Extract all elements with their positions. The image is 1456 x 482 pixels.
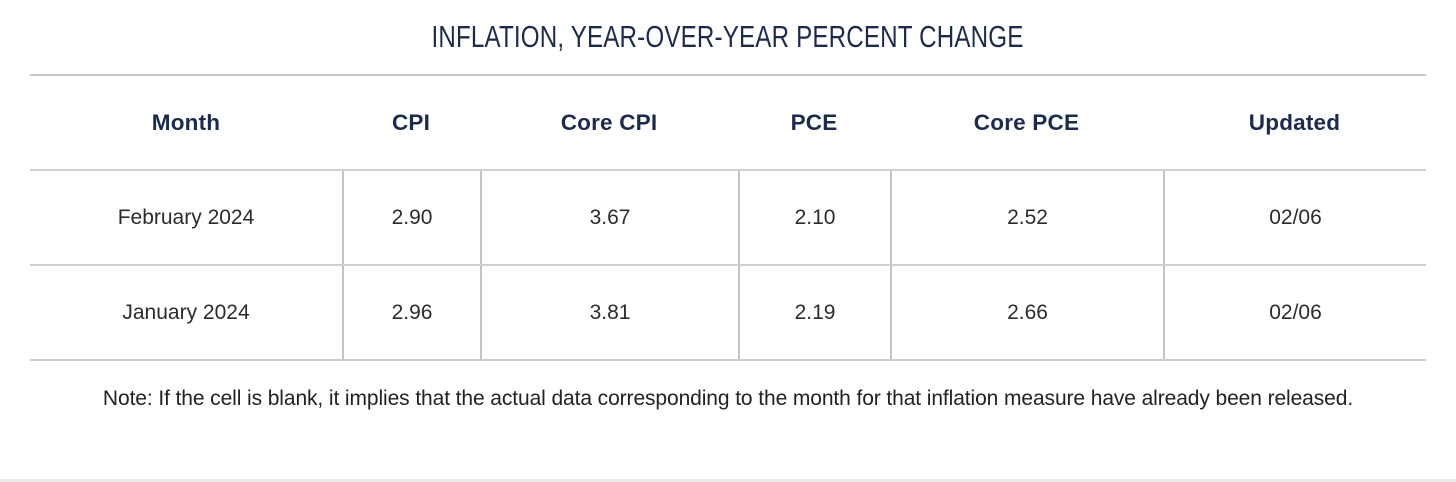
header-cell-updated: Updated (1248, 109, 1341, 135)
table-header-row: Month CPI Core CPI PCE Core PCE Updated (30, 74, 1426, 171)
page-title-container: INFLATION, YEAR-OVER-YEAR PERCENT CHANGE (0, 0, 1456, 74)
cell-cpi: 2.90 (342, 171, 480, 264)
header-cell-month: Month (151, 109, 221, 135)
table-footnote: Note: If the cell is blank, it implies t… (102, 387, 1354, 410)
bottom-divider (0, 479, 1456, 482)
cell-pce: 2.10 (738, 171, 890, 264)
page-title: INFLATION, YEAR-OVER-YEAR PERCENT CHANGE (431, 19, 1025, 54)
cell-month: January 2024 (122, 300, 250, 324)
table-row: January 2024 2.96 3.81 2.19 2.66 02/06 (30, 266, 1426, 361)
table-row: February 2024 2.90 3.67 2.10 2.52 02/06 (30, 171, 1426, 266)
inflation-table: Month CPI Core CPI PCE Core PCE Updated … (30, 74, 1426, 361)
cell-core-cpi: 3.67 (480, 171, 738, 264)
cell-core-pce: 2.52 (890, 171, 1163, 264)
cell-updated: 02/06 (1163, 171, 1426, 264)
header-cell-core-pce: Core PCE (973, 109, 1080, 135)
cell-cpi: 2.96 (342, 266, 480, 359)
header-cell-pce: PCE (790, 109, 838, 135)
cell-core-cpi: 3.81 (480, 266, 738, 359)
header-cell-core-cpi: Core CPI (560, 109, 658, 135)
cell-updated: 02/06 (1163, 266, 1426, 359)
cell-month: February 2024 (117, 205, 255, 229)
header-cell-cpi: CPI (391, 109, 431, 135)
cell-core-pce: 2.66 (890, 266, 1163, 359)
cell-pce: 2.19 (738, 266, 890, 359)
